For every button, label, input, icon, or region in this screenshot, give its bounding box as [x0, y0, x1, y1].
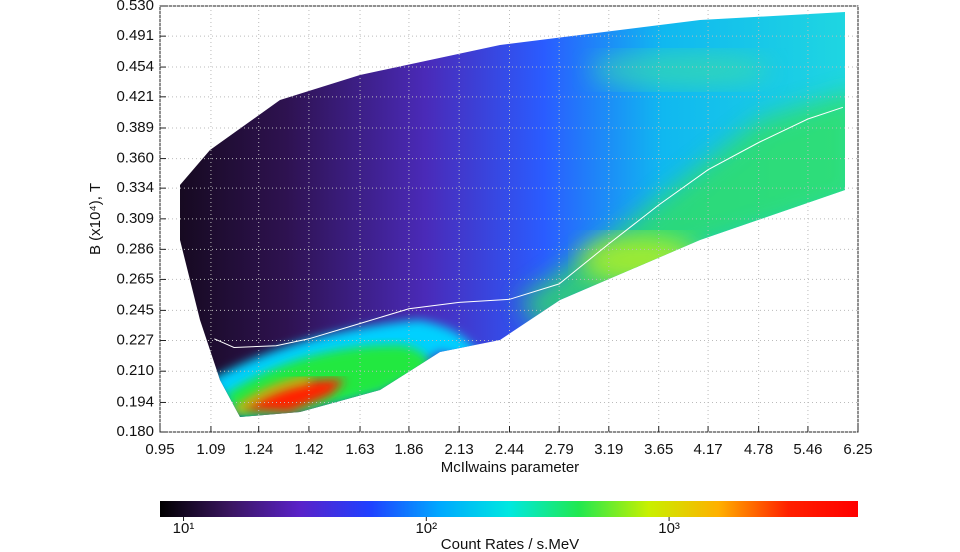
- x-tick-label: 1.09: [196, 441, 225, 458]
- x-axis-label: McIlwains parameter: [441, 459, 579, 476]
- curve: [214, 106, 844, 349]
- x-tick-label: 2.79: [545, 441, 574, 458]
- y-tick-label: 0.334: [116, 179, 154, 196]
- y-tick-label: 0.530: [116, 0, 154, 14]
- y-tick-label: 0.210: [116, 362, 154, 379]
- colorbar-label: Count Rates / s.MeV: [441, 536, 579, 552]
- x-tick-label: 1.24: [244, 441, 273, 458]
- x-tick-label: 3.19: [594, 441, 623, 458]
- y-tick-label: 0.491: [116, 27, 154, 44]
- x-tick-label: 4.17: [693, 441, 722, 458]
- y-tick-label: 0.245: [116, 301, 154, 318]
- x-tick-label: 1.63: [345, 441, 374, 458]
- y-tick-label: 0.454: [116, 58, 154, 75]
- y-tick-label: 0.194: [116, 393, 154, 410]
- x-tick-label: 5.46: [793, 441, 822, 458]
- x-tick-label: 6.25: [843, 441, 872, 458]
- x-tick-label: 0.95: [145, 441, 174, 458]
- x-tick-label: 3.65: [644, 441, 673, 458]
- colorbar-tick-label: 10²: [415, 520, 437, 537]
- y-tick-label: 0.309: [116, 210, 154, 227]
- colorbar: [160, 501, 858, 517]
- colorbar-tick-label: 10³: [658, 520, 680, 537]
- colorbar-tick-label: 10¹: [173, 520, 195, 537]
- y-tick-label: 0.180: [116, 423, 154, 440]
- y-tick-label: 0.360: [116, 150, 154, 167]
- x-tick-label: 2.44: [495, 441, 524, 458]
- x-tick-label: 2.13: [445, 441, 474, 458]
- y-tick-label: 0.227: [116, 331, 154, 348]
- y-tick-label: 0.421: [116, 88, 154, 105]
- y-tick-label: 0.286: [116, 240, 154, 257]
- x-tick-label: 1.86: [394, 441, 423, 458]
- y-axis-label: B (x10⁴), T: [87, 183, 104, 255]
- x-tick-label: 1.42: [294, 441, 323, 458]
- y-tick-label: 0.389: [116, 119, 154, 136]
- y-tick-label: 0.265: [116, 270, 154, 287]
- x-tick-label: 4.78: [744, 441, 773, 458]
